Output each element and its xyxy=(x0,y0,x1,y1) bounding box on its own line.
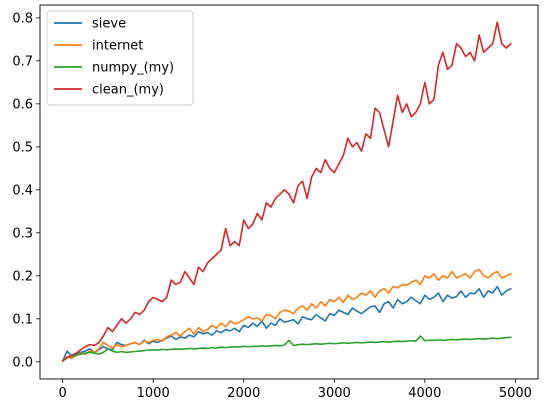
y-tick-label: 0.4 xyxy=(12,183,33,198)
legend-label: numpy_(my) xyxy=(92,61,174,76)
x-tick-label: 4000 xyxy=(408,386,441,401)
y-tick-label: 0.0 xyxy=(12,355,33,370)
y-tick-label: 0.2 xyxy=(12,269,33,284)
legend-label: clean_(my) xyxy=(92,83,164,98)
series-line-internet xyxy=(61,268,512,362)
x-tick-label: 3000 xyxy=(318,386,351,401)
series-line-clean-my- xyxy=(61,21,512,362)
y-tick-label: 0.6 xyxy=(12,97,33,112)
legend-label: sieve xyxy=(92,17,126,32)
x-tick-label: 0 xyxy=(58,386,66,401)
y-tick-label: 0.8 xyxy=(12,11,33,26)
y-axis: 0.0 0.1 0.2 0.3 0.4 0.5 0.6 0.7 0.8 xyxy=(12,11,40,370)
legend-box xyxy=(46,10,194,106)
y-tick-label: 0.1 xyxy=(12,312,33,327)
y-tick-label: 0.7 xyxy=(12,54,33,69)
axes-frame xyxy=(39,4,539,380)
y-tick-label: 0.5 xyxy=(12,140,33,155)
legend: sieve internet numpy_(my) clean_(my) xyxy=(46,10,194,106)
legend-label: internet xyxy=(92,39,143,54)
series-line-numpy-my- xyxy=(61,335,512,362)
x-tick-label: 2000 xyxy=(227,386,260,401)
x-tick-label: 1000 xyxy=(137,386,170,401)
y-tick-label: 0.3 xyxy=(12,226,33,241)
series-layer xyxy=(61,21,512,362)
x-tick-label: 5000 xyxy=(499,386,532,401)
x-axis: 0 1000 2000 3000 4000 5000 xyxy=(58,379,532,401)
